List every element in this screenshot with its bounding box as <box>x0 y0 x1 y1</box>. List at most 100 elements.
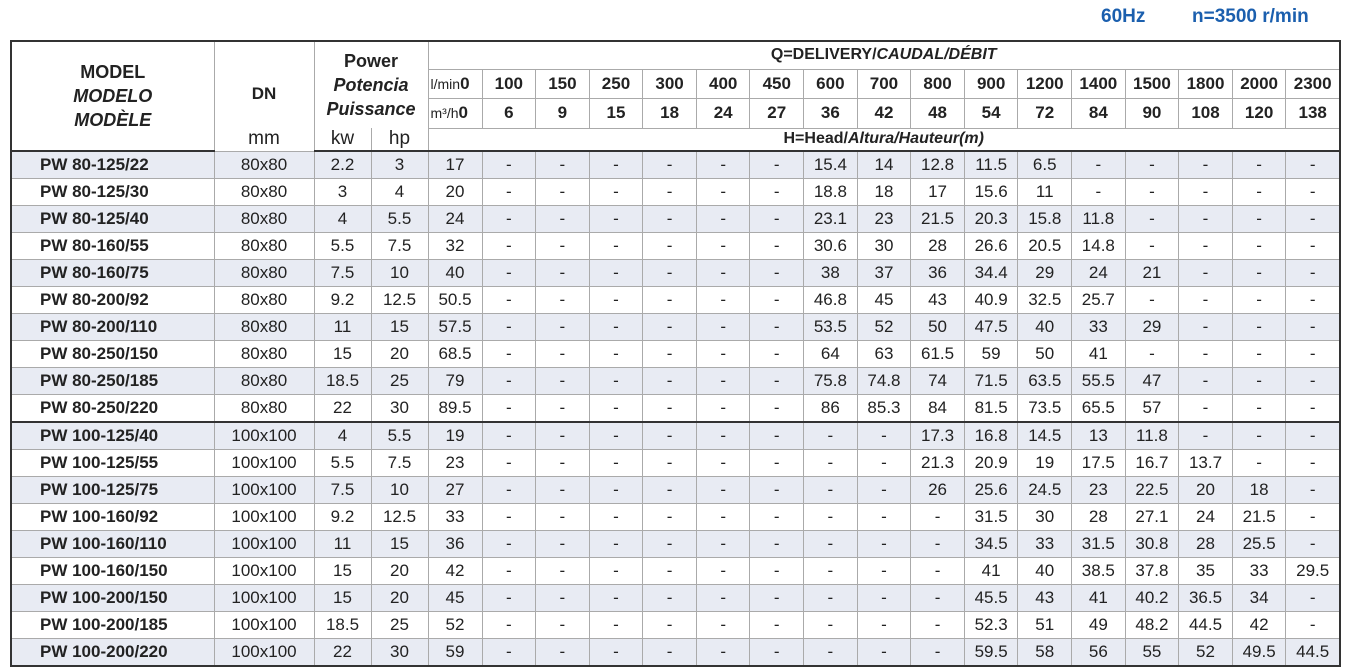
head-cell: - <box>695 150 751 179</box>
table-row: PW 100-160/110 100x100 11 15 36- - - - - - - - -34.5… <box>10 529 1341 558</box>
head-cell: - <box>749 258 805 287</box>
dn-cell: 80x80 <box>213 313 315 342</box>
table-row: PW 80-250/185 80x80 18.5 25 79- - - - - -75.8 74.8… <box>10 367 1341 396</box>
table-row: PW 80-160/75 80x80 7.5 10 40- - - - - -38 37 36 34.4… <box>10 258 1341 287</box>
kw-cell: 18.5 <box>313 367 372 396</box>
head-cell: - <box>910 638 965 667</box>
dn-cell: 80x80 <box>213 394 315 423</box>
head-cell: - <box>588 285 644 315</box>
lmin-header-cell: 800 <box>910 68 965 99</box>
kw-cell: 18.5 <box>313 611 372 640</box>
head-cell: - <box>1178 313 1233 342</box>
head-cell: 33 <box>1017 529 1073 558</box>
m3h-value: 0 <box>458 103 468 122</box>
head-cell: - <box>749 583 805 613</box>
head-cell: - <box>535 285 590 315</box>
kw-cell: 4 <box>313 204 372 233</box>
head-cell: - <box>642 420 697 450</box>
head-cell: 36 <box>427 529 483 558</box>
lmin-header-cell: 2300 <box>1285 68 1341 99</box>
dn-cell: 80x80 <box>213 177 315 206</box>
head-cell: 45.5 <box>963 583 1019 613</box>
model-header-fr: MODÈLE <box>74 110 152 130</box>
lmin-header-cell: 1500 <box>1124 68 1180 99</box>
lmin-value: 100 <box>494 73 523 93</box>
model-cell: PW 100-125/75 <box>10 475 215 504</box>
head-cell: - <box>642 529 697 558</box>
m3h-value: 9 <box>557 103 568 122</box>
table-row: PW 80-200/92 80x80 9.2 12.5 50.5- - - - - -46.8 45… <box>10 285 1341 315</box>
kw-cell: 11 <box>313 313 372 342</box>
head-cell: - <box>535 611 590 640</box>
lmin-value: 0 <box>460 73 470 93</box>
head-cell: 50 <box>1017 340 1073 369</box>
head-cell: 15.8 <box>1017 204 1073 233</box>
hp-cell: 5.5 <box>370 420 429 450</box>
lmin-value: 450 <box>762 73 791 93</box>
table-row: PW 100-200/150 100x100 15 20 45- - - - - - - - -45.5… <box>10 583 1341 613</box>
head-cell: 38 <box>803 258 858 287</box>
model-cell: PW 80-200/110 <box>10 313 215 342</box>
head-cell: - <box>1285 340 1341 369</box>
dn-cell: 80x80 <box>213 231 315 260</box>
head-cell: - <box>588 556 644 586</box>
head-cell: 63 <box>856 340 912 369</box>
head-cell: - <box>481 475 537 504</box>
head-cell: 11.8 <box>1071 204 1126 233</box>
head-cell: - <box>481 285 537 315</box>
head-cell: 36.5 <box>1178 583 1233 613</box>
head-cell: - <box>642 475 697 504</box>
dn-cell: 100x100 <box>213 556 315 586</box>
table-row: PW 80-160/55 80x80 5.5 7.5 32- - - - - -30.6 30 28 2… <box>10 231 1341 260</box>
lmin-header-cell: 100 <box>481 68 537 99</box>
head-cell: 45 <box>856 285 912 315</box>
model-cell: PW 100-125/55 <box>10 448 215 477</box>
hp-cell: 25 <box>370 611 429 640</box>
lmin-header-cell: 1200 <box>1017 68 1073 99</box>
m3h-value: 15 <box>606 103 626 122</box>
dn-cell: 100x100 <box>213 502 315 531</box>
head-cell: 24 <box>427 204 483 233</box>
head-cell: - <box>481 177 537 206</box>
delivery-rest: CAUDAL/DÉBIT <box>876 46 997 64</box>
head-cell: - <box>1285 367 1341 396</box>
m3h-header-cell: 120 <box>1231 97 1287 129</box>
head-cell: - <box>588 394 644 423</box>
head-cell: - <box>588 638 644 667</box>
head-cell: 26.6 <box>963 231 1019 260</box>
head-cell: - <box>535 231 590 260</box>
kw-cell: 7.5 <box>313 475 372 504</box>
lmin-unit-label: l/min <box>430 75 461 92</box>
dn-cell: 100x100 <box>213 529 315 558</box>
lmin-header-cell: 1800 <box>1178 68 1233 99</box>
head-cell: 11.8 <box>1124 420 1180 450</box>
model-cell: PW 100-200/220 <box>10 638 215 667</box>
hp-cell: 20 <box>370 556 429 586</box>
head-cell: - <box>1285 529 1341 558</box>
head-cell: - <box>481 502 537 531</box>
head-cell: 15.4 <box>803 150 858 179</box>
pump-performance-table: MODEL MODELO MODÈLE DN Power Potencia Pu… <box>10 40 1341 667</box>
lmin-header-cell: 250 <box>588 68 644 99</box>
head-cell: - <box>695 394 751 423</box>
m3h-value: 18 <box>660 103 680 122</box>
head-cell: 26 <box>910 475 965 504</box>
head-cell: 47.5 <box>963 313 1019 342</box>
dn-cell: 100x100 <box>213 638 315 667</box>
head-cell: - <box>695 204 751 233</box>
head-cell: 20.5 <box>1017 231 1073 260</box>
head-cell: - <box>695 258 751 287</box>
head-cell: 21 <box>1124 258 1180 287</box>
head-cell: - <box>535 448 590 477</box>
head-cell: - <box>588 367 644 396</box>
head-cell: - <box>535 150 590 179</box>
head-cell: 30 <box>856 231 912 260</box>
head-cell: 33 <box>1231 556 1287 586</box>
lmin-header-cell: l/min0 <box>427 68 483 99</box>
model-cell: PW 80-125/40 <box>10 204 215 233</box>
head-cell: 23.1 <box>803 204 858 233</box>
head-cell: - <box>642 394 697 423</box>
head-cell: 37.8 <box>1124 556 1180 586</box>
head-cell: 31.5 <box>1071 529 1126 558</box>
kw-header: kw <box>313 128 372 152</box>
